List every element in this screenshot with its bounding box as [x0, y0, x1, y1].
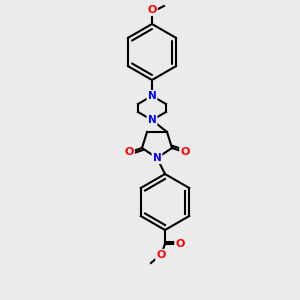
Text: N: N: [148, 91, 156, 101]
Text: O: O: [147, 5, 157, 15]
Text: N: N: [148, 115, 156, 125]
Text: O: O: [175, 239, 185, 249]
Text: O: O: [124, 147, 134, 157]
Text: O: O: [156, 250, 166, 260]
Text: N: N: [153, 153, 161, 163]
Text: O: O: [180, 147, 190, 157]
